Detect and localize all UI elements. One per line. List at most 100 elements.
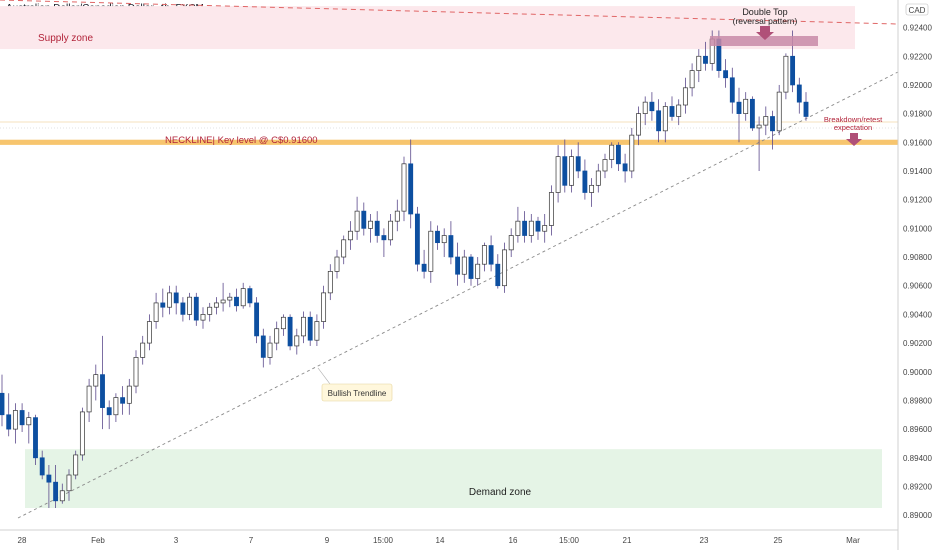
candle-bearish[interactable] [495,263,501,287]
candle-bullish[interactable] [86,385,92,413]
candle-bearish[interactable] [770,116,775,132]
candle-bullish[interactable] [213,302,219,308]
candle-bullish[interactable] [642,101,648,114]
candle-bullish[interactable] [314,321,320,341]
candle-bearish[interactable] [53,481,59,502]
candle-bullish[interactable] [609,144,615,160]
candle-bullish[interactable] [428,230,434,272]
candle-bullish[interactable] [140,342,146,358]
candle-bullish[interactable] [662,106,668,132]
candle-bullish[interactable] [783,55,789,93]
candle-bullish[interactable] [280,316,286,330]
candle-bullish[interactable] [334,256,340,272]
candle-bearish[interactable] [173,292,179,304]
candle-bearish[interactable] [180,302,186,315]
candle-bearish[interactable] [361,210,367,229]
candle-bearish[interactable] [582,170,588,193]
candle-bullish[interactable] [475,263,481,279]
candle-bullish[interactable] [12,410,18,430]
candle-bearish[interactable] [615,144,621,165]
candle-bullish[interactable] [401,163,407,212]
candle-bullish[interactable] [602,159,608,172]
candle-bullish[interactable] [126,385,132,404]
candle-bullish[interactable] [59,490,65,502]
candle-bullish[interactable] [321,292,327,322]
candle-bearish[interactable] [669,106,675,117]
candle-bearish[interactable] [287,316,293,347]
candle-bullish[interactable] [776,91,782,132]
candle-bullish[interactable] [368,220,373,229]
candle-bearish[interactable] [0,392,5,416]
candle-bullish[interactable] [441,235,447,244]
candle-bullish[interactable] [696,55,702,71]
candle-bearish[interactable] [703,55,708,64]
candle-bullish[interactable] [508,235,514,251]
candle-bullish[interactable] [73,454,79,476]
candle-bullish[interactable] [354,210,360,232]
candle-bearish[interactable] [234,296,239,307]
candle-bullish[interactable] [274,328,280,344]
candle-bearish[interactable] [408,163,414,215]
candle-bullish[interactable] [636,113,641,136]
candle-bearish[interactable] [562,156,568,186]
candle-bearish[interactable] [790,55,796,86]
candle-bullish[interactable] [347,230,353,241]
candle-bearish[interactable] [381,235,387,241]
candle-bearish[interactable] [46,474,52,483]
candle-bullish[interactable] [267,342,273,358]
candle-bullish[interactable] [589,184,595,193]
candle-bullish[interactable] [146,321,152,344]
candle-bullish[interactable] [689,70,695,89]
candle-bearish[interactable] [307,316,313,341]
candle-bearish[interactable] [488,245,494,265]
candle-bearish[interactable] [247,288,253,304]
candle-bullish[interactable] [502,249,507,287]
candle-bullish[interactable] [153,302,159,322]
candle-bearish[interactable] [106,407,112,416]
candle-bearish[interactable] [803,101,809,117]
candle-bearish[interactable] [749,98,755,129]
candle-bullish[interactable] [528,220,534,236]
candle-bullish[interactable] [167,292,172,308]
candle-bearish[interactable] [100,374,105,408]
candle-bullish[interactable] [763,116,769,126]
candle-bearish[interactable] [435,230,440,244]
candle-bullish[interactable] [388,220,394,241]
candle-bearish[interactable] [33,417,38,459]
candle-bullish[interactable] [133,357,139,387]
candle-bullish[interactable] [756,124,762,129]
candle-bullish[interactable] [548,192,554,226]
candle-bearish[interactable] [729,77,735,103]
candle-bearish[interactable] [656,110,662,132]
candle-bullish[interactable] [220,299,226,304]
candle-bearish[interactable] [39,457,45,476]
candle-bullish[interactable] [240,288,246,307]
candle-bullish[interactable] [327,271,333,294]
candle-bullish[interactable] [93,374,99,387]
candle-bullish[interactable] [461,256,467,275]
candle-bearish[interactable] [6,414,12,430]
candle-bearish[interactable] [522,220,528,236]
candle-bullish[interactable] [569,156,574,186]
candle-bullish[interactable] [207,306,213,315]
candle-bearish[interactable] [455,256,461,275]
candle-bullish[interactable] [66,474,72,492]
candle-bearish[interactable] [421,263,427,272]
candle-bullish[interactable] [743,98,749,114]
candle-bullish[interactable] [481,245,487,265]
candle-bearish[interactable] [796,84,802,103]
candle-bearish[interactable] [160,302,166,308]
candle-bearish[interactable] [120,397,126,404]
candle-bearish[interactable] [374,220,380,236]
candle-bullish[interactable] [676,104,682,117]
candle-bullish[interactable] [200,314,206,321]
candle-bullish[interactable] [595,170,601,186]
candle-bullish[interactable] [187,296,193,315]
candle-bullish[interactable] [682,87,688,106]
candle-bearish[interactable] [19,410,25,426]
candle-bullish[interactable] [341,239,347,258]
candle-bullish[interactable] [294,335,300,347]
candle-bullish[interactable] [515,220,521,236]
candle-bearish[interactable] [622,163,628,172]
